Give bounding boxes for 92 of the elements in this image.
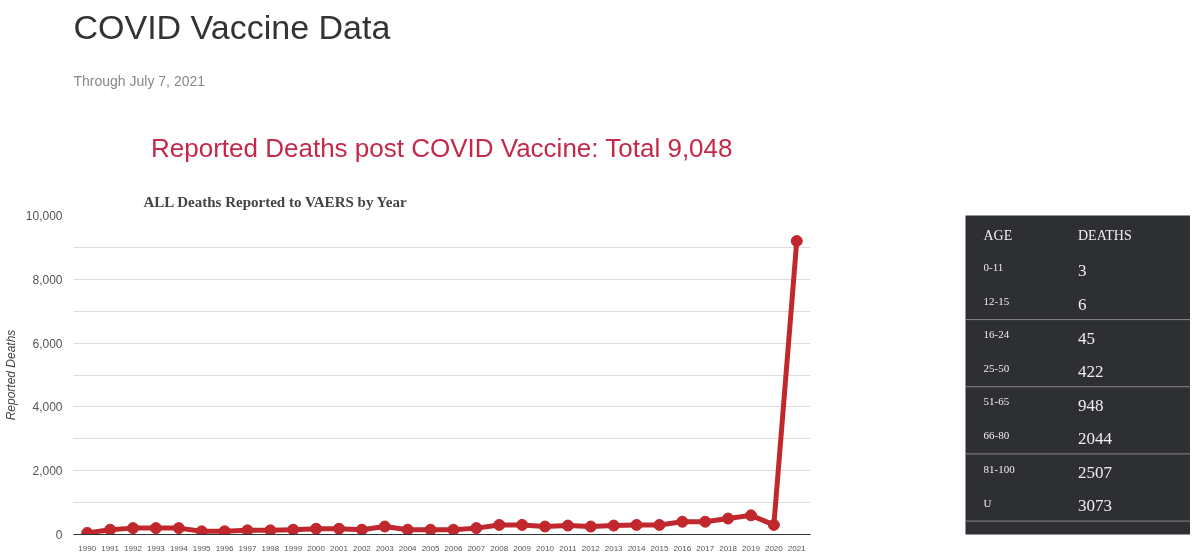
x-tick-label: 1997 xyxy=(238,543,257,553)
data-label: 2044 xyxy=(1078,429,1113,449)
x-tick-label: 1991 xyxy=(101,543,120,553)
x-tick-label: 2000 xyxy=(307,543,326,553)
x-tick-label: 2008 xyxy=(490,543,509,553)
point xyxy=(561,519,574,532)
x-tick-label: 1992 xyxy=(124,543,143,553)
y-tick-label: 0 xyxy=(55,528,63,542)
x-tick-label: 2016 xyxy=(673,543,692,553)
y-tick-label: 2,000 xyxy=(32,464,63,479)
point xyxy=(767,518,780,531)
y-tick-label: 6,000 xyxy=(32,336,63,351)
point xyxy=(264,524,277,535)
point xyxy=(539,520,551,533)
point xyxy=(378,520,391,533)
point xyxy=(149,522,162,535)
y-tick-label: 4,000 xyxy=(32,400,63,415)
category-label: 66-80 xyxy=(983,428,1010,441)
point xyxy=(310,522,323,535)
point xyxy=(744,509,757,522)
category-label: 12-15 xyxy=(983,294,1010,307)
x-tick-label: 2007 xyxy=(467,543,486,553)
x-tick-label: 1993 xyxy=(147,543,166,553)
x-tick-label: 2011 xyxy=(559,543,578,553)
data-label: 3073 xyxy=(1078,496,1112,516)
data-label: 948 xyxy=(1078,395,1104,415)
point xyxy=(127,522,140,535)
point xyxy=(607,519,620,532)
data-label: 3 xyxy=(1078,261,1087,281)
x-tick-label: 2004 xyxy=(398,543,418,553)
point xyxy=(722,512,735,525)
category-label: 81-100 xyxy=(983,462,1016,475)
x-tick-label: 1994 xyxy=(169,543,189,553)
point xyxy=(172,522,185,535)
x-tick-label: 1996 xyxy=(215,543,235,553)
text: DEATHS xyxy=(1078,228,1132,244)
x-tick-label: 1999 xyxy=(284,543,303,553)
point xyxy=(470,522,483,535)
category-label: 0-11 xyxy=(983,261,1004,274)
category-label: 51-65 xyxy=(983,395,1010,408)
y-axis-title: Reported Deaths xyxy=(3,329,18,421)
y-tick-label: 8,000 xyxy=(32,272,63,287)
data-label: 6 xyxy=(1078,294,1087,314)
point xyxy=(218,525,231,535)
x-tick-label: 2015 xyxy=(650,543,669,553)
point xyxy=(333,522,345,535)
data-label: 2507 xyxy=(1078,462,1113,482)
point xyxy=(516,518,529,531)
point xyxy=(447,523,460,535)
x-tick-label: 2006 xyxy=(444,543,463,553)
category-label: 25-50 xyxy=(983,361,1010,374)
category-label: 16-24 xyxy=(983,328,1010,341)
x-tick-label: 2017 xyxy=(696,543,715,553)
point xyxy=(241,524,254,535)
data-label: 422 xyxy=(1078,362,1104,382)
text: COVID Vaccine Data xyxy=(73,7,391,46)
x-tick-label: 2012 xyxy=(581,543,601,553)
text: Reported Deaths post COVID Vaccine: Total 9,048 xyxy=(151,133,733,163)
x-tick-label: 1995 xyxy=(192,543,212,553)
text: Through July 7, 2021 xyxy=(73,72,206,89)
point xyxy=(104,523,117,535)
point xyxy=(584,520,597,533)
x-tick-label: 2003 xyxy=(375,543,395,553)
point xyxy=(195,525,208,535)
point xyxy=(355,523,368,535)
y-tick-label: 10,000 xyxy=(25,209,63,223)
x-tick-label: 2005 xyxy=(421,543,441,553)
x-tick-label: 1998 xyxy=(261,543,280,553)
point xyxy=(653,518,666,531)
x-tick-label: 2019 xyxy=(742,543,761,553)
x-tick-label: 2013 xyxy=(604,543,624,553)
point xyxy=(699,515,712,528)
text: AGE xyxy=(983,228,1013,244)
category-label: U xyxy=(983,496,992,509)
x-tick-label: 2014 xyxy=(627,543,646,553)
chart-title: ALL Deaths Reported to VAERS by Year xyxy=(143,193,407,210)
point xyxy=(424,523,437,535)
x-tick-label: 1990 xyxy=(78,543,97,553)
point xyxy=(401,523,414,535)
x-tick-label: 2001 xyxy=(330,543,349,553)
point xyxy=(493,518,506,531)
point xyxy=(676,515,689,528)
x-tick-label: 2009 xyxy=(513,543,532,553)
x-tick-label: 2002 xyxy=(352,543,372,553)
point xyxy=(790,235,803,248)
point xyxy=(287,523,300,535)
data-label: 45 xyxy=(1078,328,1095,348)
x-tick-label: 2010 xyxy=(536,543,555,553)
x-tick-label: 2021 xyxy=(787,543,807,553)
x-tick-label: 2018 xyxy=(719,543,738,553)
x-tick-label: 2020 xyxy=(764,543,784,553)
point xyxy=(630,518,643,531)
